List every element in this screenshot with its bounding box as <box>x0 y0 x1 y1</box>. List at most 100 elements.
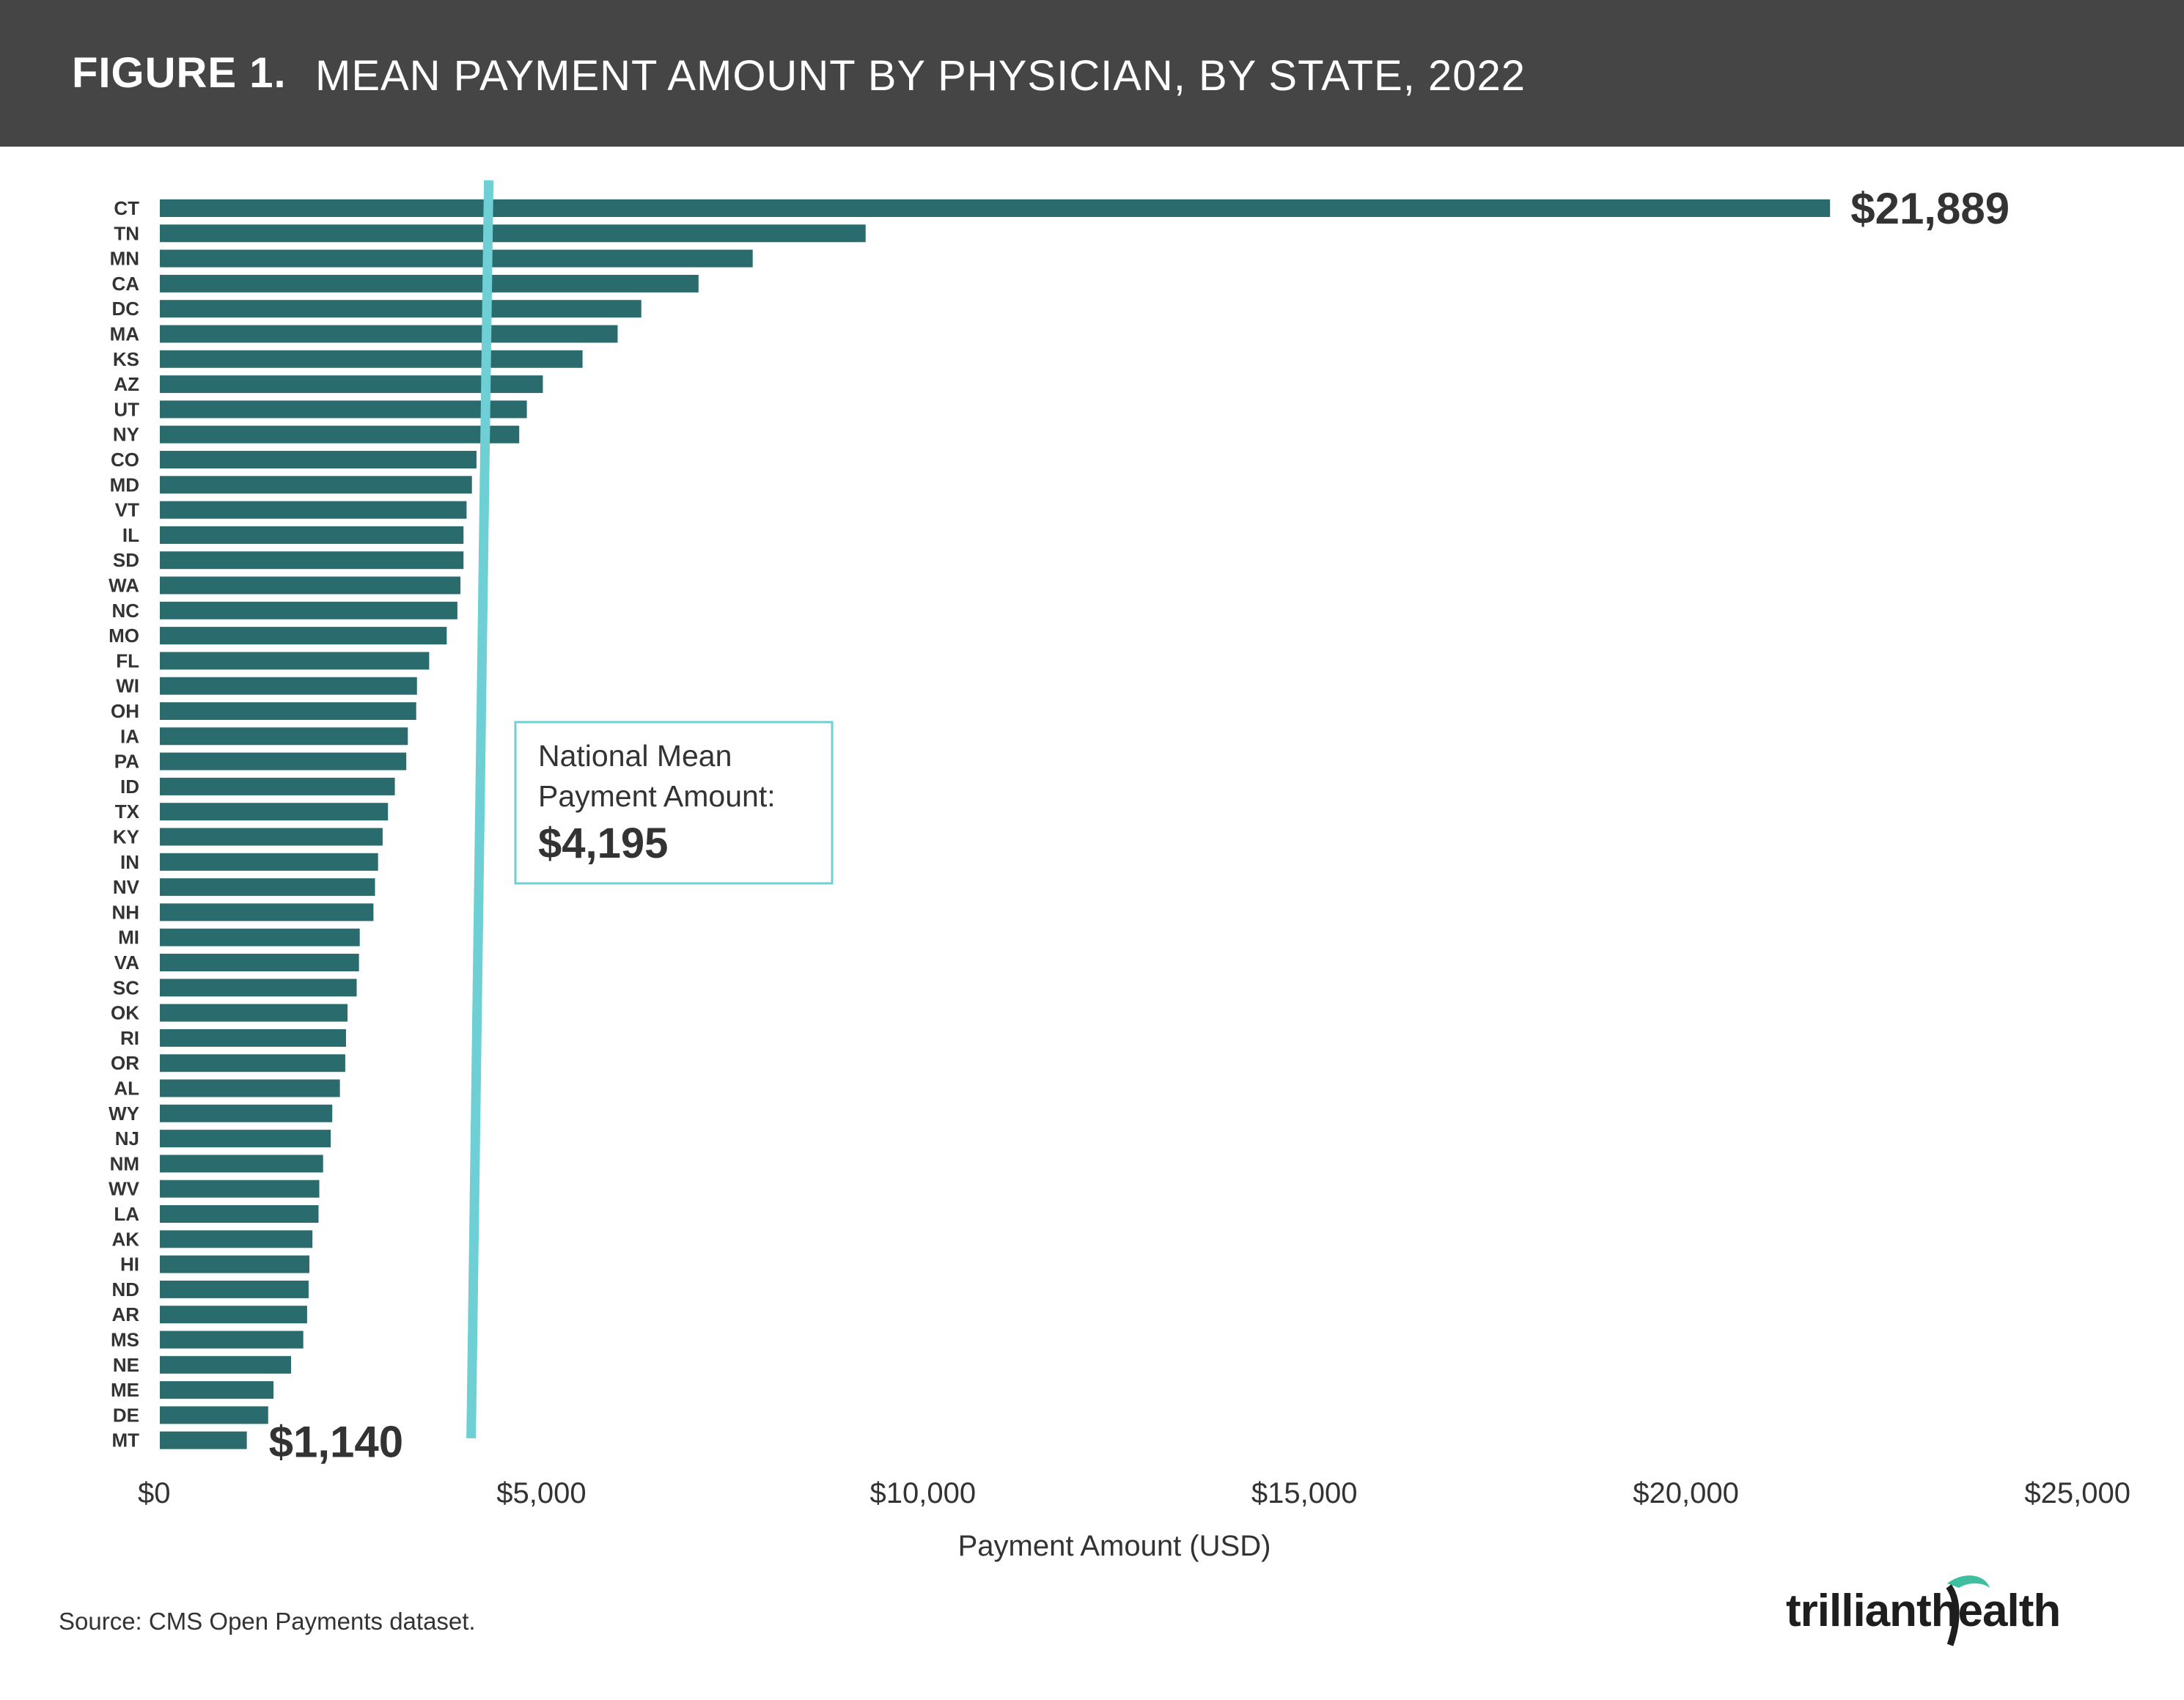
category-label-sc: SC <box>113 976 139 998</box>
category-label-ny: NY <box>113 424 139 446</box>
bar-va <box>160 954 359 971</box>
callout-text-line: Payment Amount: <box>538 779 776 813</box>
bar-ri <box>160 1029 346 1047</box>
bar-co <box>160 451 477 468</box>
leaf-icon <box>1946 1575 1990 1646</box>
bar-nd <box>160 1280 309 1298</box>
reference-line-group <box>466 180 494 1439</box>
category-label-nm: NM <box>110 1152 139 1174</box>
bar-in <box>160 853 378 871</box>
trilliant-health-logo: trillianthealth <box>1786 1575 2061 1646</box>
bar-mi <box>160 928 360 946</box>
bar-nc <box>160 601 457 619</box>
category-label-ne: NE <box>113 1354 139 1376</box>
bar-ak <box>160 1230 313 1248</box>
bar-or <box>160 1054 345 1072</box>
category-label-nd: ND <box>111 1278 139 1300</box>
figure-number: FIGURE 1. <box>72 49 287 97</box>
bar-tx <box>160 803 389 821</box>
category-label-nv: NV <box>113 876 140 898</box>
bar-tn <box>160 224 866 243</box>
category-label-nc: NC <box>111 600 139 622</box>
bar-mn <box>160 249 753 268</box>
category-label-tx: TX <box>115 801 140 823</box>
figure-header: FIGURE 1. MEAN PAYMENT AMOUNT BY PHYSICI… <box>0 0 2184 147</box>
bar-al <box>160 1079 340 1097</box>
bar-ks <box>160 350 583 368</box>
category-label-mi: MI <box>118 927 139 949</box>
bar-wa <box>160 576 461 595</box>
x-tick-label: $15,000 <box>1251 1477 1358 1509</box>
category-label-hi: HI <box>120 1254 139 1276</box>
category-label-sd: SD <box>113 549 139 571</box>
bar-mt <box>160 1431 247 1449</box>
category-label-in: IN <box>120 851 139 873</box>
bar-il <box>160 526 464 544</box>
bar-hi <box>160 1255 309 1273</box>
bar-ia <box>160 727 408 746</box>
bar-az <box>160 375 543 394</box>
category-label-ky: KY <box>113 826 139 848</box>
bar-sc <box>160 979 357 997</box>
bar-nj <box>160 1130 331 1148</box>
source-note: Source: CMS Open Payments dataset. <box>59 1608 476 1635</box>
bar-md <box>160 476 472 494</box>
bar-wy <box>160 1104 333 1122</box>
x-tick-labels-group: $0 $5,000 $10,000 $15,000 $20,000 $25,000 <box>138 1477 2130 1509</box>
category-label-wv: WV <box>109 1178 140 1200</box>
category-label-nj: NJ <box>115 1127 139 1149</box>
category-label-vt: VT <box>115 499 139 521</box>
bar-nm <box>160 1155 323 1173</box>
bar-sd <box>160 551 464 570</box>
category-label-mn: MN <box>110 248 139 270</box>
bar-oh <box>160 702 416 720</box>
category-label-ri: RI <box>120 1027 139 1049</box>
x-axis-label: Payment Amount (USD) <box>958 1530 1271 1562</box>
category-label-oh: OH <box>111 700 139 722</box>
value-label-max: $21,889 <box>1850 184 2010 233</box>
bars-group: $21,889 $1,140 <box>160 184 2010 1467</box>
bar-mo <box>160 627 447 645</box>
bar-la <box>160 1205 319 1223</box>
annotation-group: National Mean Payment Amount: $4,195 <box>514 721 834 885</box>
bar-ok <box>160 1004 348 1022</box>
x-tick-label: $0 <box>138 1477 171 1509</box>
category-label-wa: WA <box>109 575 139 597</box>
bar-ca <box>160 274 699 292</box>
value-label-min: $1,140 <box>269 1418 404 1467</box>
category-label-ma: MA <box>110 323 140 345</box>
category-label-dc: DC <box>111 298 139 320</box>
bar-fl <box>160 652 430 670</box>
category-label-ca: CA <box>111 273 139 295</box>
bar-ny <box>160 425 520 444</box>
bar-nv <box>160 878 375 897</box>
category-label-fl: FL <box>116 650 139 671</box>
bar-de <box>160 1406 268 1424</box>
category-label-co: CO <box>111 449 139 471</box>
bar-ma <box>160 325 618 343</box>
category-label-tn: TN <box>114 222 139 244</box>
chart-title: MEAN PAYMENT AMOUNT BY PHYSICIAN, BY STA… <box>315 52 1526 100</box>
bar-ky <box>160 828 383 846</box>
bar-ne <box>160 1355 292 1374</box>
category-label-az: AZ <box>114 373 139 395</box>
category-label-ks: KS <box>113 348 139 370</box>
callout-value: $4,195 <box>538 820 668 867</box>
category-label-md: MD <box>110 474 139 496</box>
x-tick-label: $10,000 <box>870 1477 977 1509</box>
category-label-il: IL <box>122 524 139 546</box>
category-label-ct: CT <box>114 197 139 219</box>
category-label-la: LA <box>114 1203 139 1225</box>
callout-text-line: National Mean <box>538 739 732 773</box>
bar-pa <box>160 752 407 770</box>
category-label-ok: OK <box>111 1002 139 1024</box>
category-label-de: DE <box>113 1404 139 1426</box>
category-labels-group: CT TN MN CA DC MA KS AZ UT NY CO MD VT IL SD WA NC MO FL WI… <box>109 197 140 1451</box>
category-label-pa: PA <box>114 751 139 773</box>
national-mean-callout-box <box>514 721 834 885</box>
x-tick-label: $25,000 <box>2024 1477 2130 1509</box>
x-tick-label: $5,000 <box>496 1477 586 1509</box>
x-tick-label: $20,000 <box>1633 1477 1739 1509</box>
category-label-wy: WY <box>109 1103 139 1125</box>
